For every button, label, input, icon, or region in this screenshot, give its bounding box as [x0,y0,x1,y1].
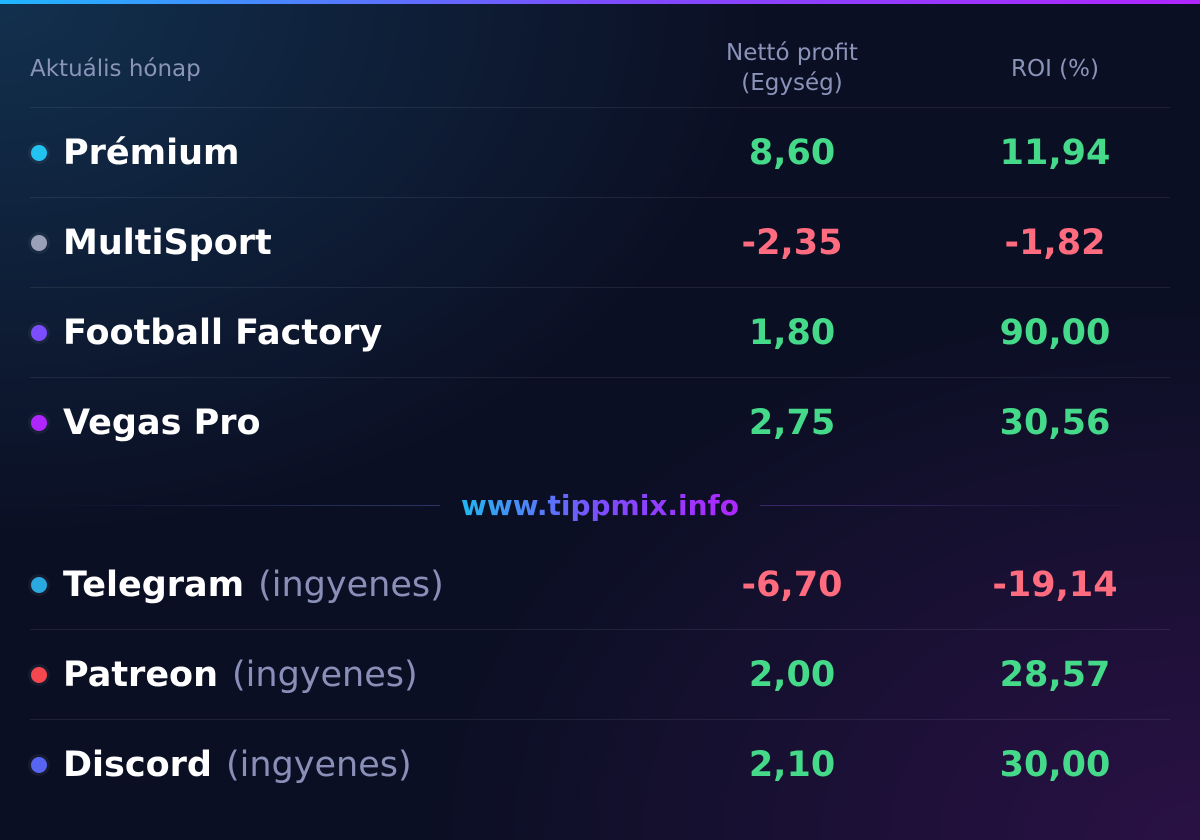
row-name: Vegas Pro [63,401,261,445]
row-name-text: MultiSport [63,223,272,263]
row-name-text: Telegram [63,565,245,605]
divider [30,719,1170,720]
roi-value: -19,14 [992,565,1118,605]
watermark-text: www.tippmix.info [461,489,739,522]
row-name: Discord (ingyenes) [63,743,412,787]
column-header: Aktuális hónap [30,56,201,82]
row-name-text: Vegas Pro [63,403,261,443]
column-header: ROI (%) [1011,56,1099,82]
profit-value: 2,00 [748,655,836,695]
roi-value: 30,56 [999,403,1111,443]
profit-value: 2,10 [748,745,836,785]
status-dot [31,325,47,341]
roi-value: -1,82 [1004,223,1106,263]
row-name: Prémium [63,131,240,175]
divider [30,107,1170,108]
status-dot [31,415,47,431]
status-dot [31,235,47,251]
profit-value: 8,60 [748,133,836,173]
divider [30,197,1170,198]
roi-value: 30,00 [999,745,1111,785]
watermark: www.tippmix.info [0,488,1200,524]
profit-value: -2,35 [741,223,843,263]
row-name: Patreon (ingyenes) [63,653,418,697]
divider [30,287,1170,288]
roi-value: 28,57 [999,655,1111,695]
profit-value: 1,80 [748,313,836,353]
separator [40,505,440,506]
status-dot [31,667,47,683]
divider [30,377,1170,378]
top-bar [0,0,1200,4]
row-name: Telegram (ingyenes) [63,563,444,607]
status-dot [31,577,47,593]
profit-value: 2,75 [748,403,836,443]
row-note: (ingyenes) [232,655,418,695]
row-name-text: Patreon [63,655,219,695]
row-name-text: Prémium [63,133,240,173]
profit-value: -6,70 [741,565,843,605]
roi-value: 90,00 [999,313,1111,353]
row-name: MultiSport [63,221,272,265]
separator [760,505,1160,506]
status-dot [31,145,47,161]
roi-value: 11,94 [999,133,1111,173]
row-note: (ingyenes) [258,565,444,605]
row-name: Football Factory [63,311,382,355]
divider [30,629,1170,630]
row-name-text: Discord [63,745,212,785]
status-dot [31,757,47,773]
row-name-text: Football Factory [63,313,383,353]
row-note: (ingyenes) [226,745,412,785]
column-header: Nettó profit (Egység) [726,40,858,96]
